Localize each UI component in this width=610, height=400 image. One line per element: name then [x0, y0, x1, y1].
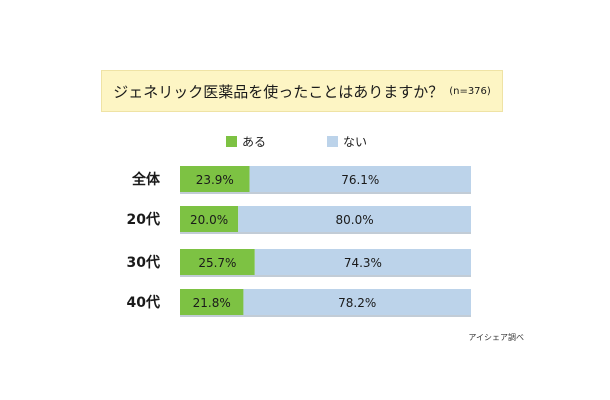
data-label: 21.8% — [193, 296, 231, 310]
data-label: 78.2% — [338, 296, 376, 310]
source-credit: アイシェア調べ — [468, 333, 524, 342]
chart-title: ジェネリック医薬品を使ったことはありますか？ — [113, 82, 444, 101]
bar-shadow — [180, 232, 471, 234]
data-label: 74.3% — [344, 256, 382, 270]
data-label: 25.7% — [198, 256, 236, 270]
bar-segment-2 — [243, 289, 471, 315]
legend-label-2: ない — [343, 135, 367, 149]
category-label: 40代 — [127, 294, 160, 311]
bar-segment-1 — [180, 289, 244, 315]
category-label: 全体 — [131, 171, 161, 188]
category-label: 30代 — [127, 254, 160, 271]
sample-size-note: (n=376) — [449, 85, 491, 97]
bar-segment-1 — [180, 206, 239, 232]
bar-segment-1 — [180, 249, 255, 275]
category-label: 20代 — [127, 211, 160, 228]
legend-swatch-2 — [327, 136, 338, 147]
bar-shadow — [180, 315, 471, 317]
bar-segment-2 — [249, 166, 471, 192]
bar-segment-2 — [254, 249, 471, 275]
legend-swatch-1 — [226, 136, 237, 147]
data-label: 20.0% — [190, 213, 228, 227]
data-label: 76.1% — [341, 173, 379, 187]
chart-title-box: ジェネリック医薬品を使ったことはありますか？ (n=376) — [101, 70, 503, 112]
bar-segment-2 — [238, 206, 471, 232]
data-label: 23.9% — [196, 173, 234, 187]
bar-shadow — [180, 275, 471, 277]
legend-label-1: ある — [242, 135, 266, 149]
data-label: 80.0% — [336, 213, 374, 227]
bar-segment-1 — [180, 166, 250, 192]
bar-shadow — [180, 192, 471, 194]
